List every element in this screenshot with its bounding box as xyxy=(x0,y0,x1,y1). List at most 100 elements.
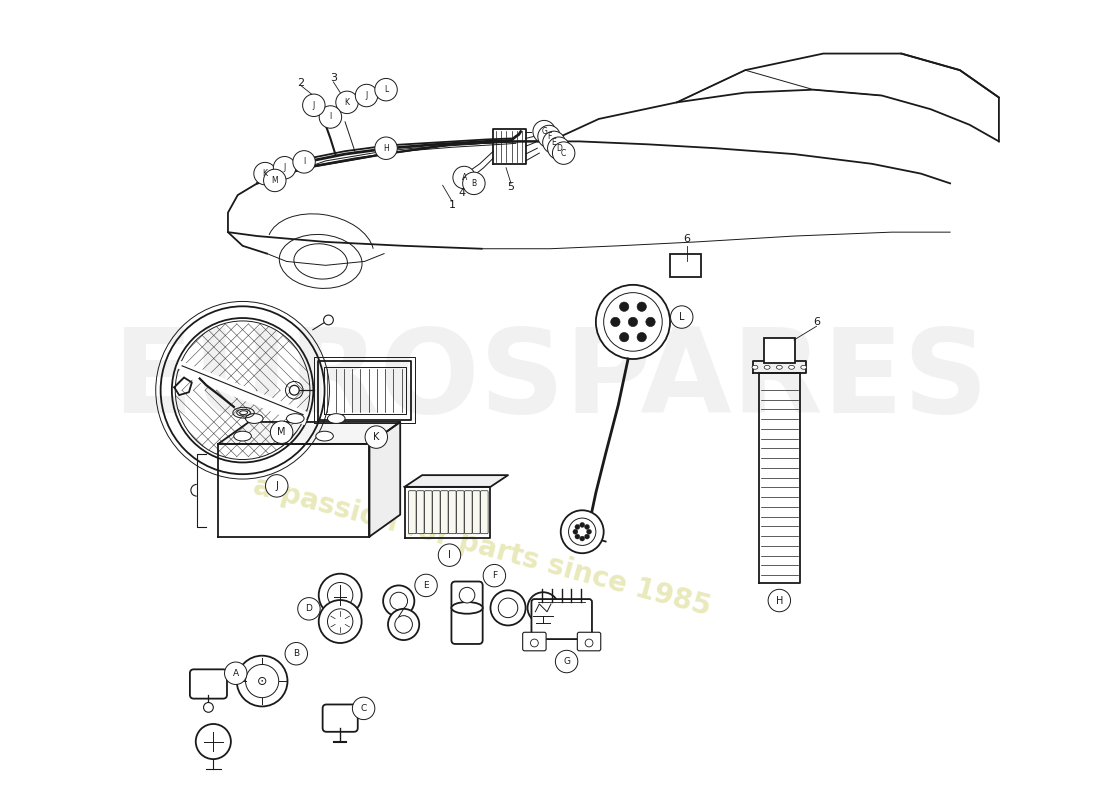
Text: C: C xyxy=(561,149,566,158)
Circle shape xyxy=(224,662,248,685)
FancyBboxPatch shape xyxy=(522,632,546,651)
Circle shape xyxy=(548,137,570,159)
Circle shape xyxy=(552,142,575,164)
Text: K: K xyxy=(344,98,350,107)
Circle shape xyxy=(254,162,276,185)
Text: A: A xyxy=(462,173,466,182)
Text: F: F xyxy=(547,132,551,141)
Text: EUROSPARES: EUROSPARES xyxy=(112,323,988,438)
Polygon shape xyxy=(405,475,508,487)
Circle shape xyxy=(459,587,475,603)
Text: B: B xyxy=(471,179,476,188)
Circle shape xyxy=(264,170,286,192)
Circle shape xyxy=(319,600,362,643)
Circle shape xyxy=(575,525,580,530)
Ellipse shape xyxy=(240,410,248,414)
FancyBboxPatch shape xyxy=(440,490,448,534)
Circle shape xyxy=(319,574,362,617)
Text: G: G xyxy=(563,657,570,666)
Circle shape xyxy=(352,697,375,720)
Circle shape xyxy=(383,586,415,617)
Circle shape xyxy=(453,166,475,189)
Circle shape xyxy=(463,172,485,194)
FancyBboxPatch shape xyxy=(531,599,592,639)
Circle shape xyxy=(538,126,560,148)
Circle shape xyxy=(596,285,670,359)
Text: 6: 6 xyxy=(683,234,690,244)
Text: A: A xyxy=(233,669,239,678)
Text: C: C xyxy=(361,704,366,713)
FancyBboxPatch shape xyxy=(670,254,702,277)
Ellipse shape xyxy=(752,366,758,370)
Circle shape xyxy=(542,131,565,154)
Circle shape xyxy=(204,702,213,712)
FancyBboxPatch shape xyxy=(432,490,440,534)
Text: ⊙: ⊙ xyxy=(257,674,267,687)
Ellipse shape xyxy=(777,366,782,370)
Circle shape xyxy=(483,565,506,587)
Text: 2: 2 xyxy=(298,78,305,88)
Circle shape xyxy=(584,525,590,530)
Ellipse shape xyxy=(234,431,252,441)
FancyBboxPatch shape xyxy=(322,705,358,732)
Circle shape xyxy=(285,642,308,665)
Polygon shape xyxy=(370,422,400,537)
Circle shape xyxy=(671,306,693,328)
Circle shape xyxy=(388,609,419,640)
Text: a passion for parts since 1985: a passion for parts since 1985 xyxy=(250,472,714,621)
Ellipse shape xyxy=(789,366,794,370)
Circle shape xyxy=(610,318,620,326)
Circle shape xyxy=(619,333,629,342)
Circle shape xyxy=(265,474,288,497)
Circle shape xyxy=(586,530,592,534)
FancyBboxPatch shape xyxy=(408,490,416,534)
Text: 4: 4 xyxy=(459,188,465,198)
FancyBboxPatch shape xyxy=(451,582,483,644)
FancyBboxPatch shape xyxy=(449,490,456,534)
Text: D: D xyxy=(306,604,312,614)
Text: H: H xyxy=(383,144,389,153)
FancyBboxPatch shape xyxy=(473,490,480,534)
Text: I: I xyxy=(448,550,451,560)
Circle shape xyxy=(293,150,316,173)
Text: M: M xyxy=(272,176,278,185)
FancyBboxPatch shape xyxy=(481,490,488,534)
Circle shape xyxy=(415,574,438,597)
Text: J: J xyxy=(275,481,278,491)
Text: H: H xyxy=(776,595,783,606)
Text: E: E xyxy=(424,581,429,590)
Circle shape xyxy=(491,590,526,626)
Text: J: J xyxy=(284,163,286,172)
Circle shape xyxy=(375,78,397,101)
Circle shape xyxy=(375,137,397,159)
Text: F: F xyxy=(492,571,497,580)
Text: D: D xyxy=(556,144,562,153)
Circle shape xyxy=(273,157,296,179)
Text: E: E xyxy=(551,138,557,147)
Circle shape xyxy=(585,639,593,647)
Text: 1: 1 xyxy=(449,200,455,210)
Circle shape xyxy=(573,530,578,534)
Circle shape xyxy=(298,598,320,620)
Circle shape xyxy=(323,315,333,325)
Text: 3: 3 xyxy=(330,73,337,83)
FancyBboxPatch shape xyxy=(763,338,795,363)
Ellipse shape xyxy=(286,414,304,423)
Text: G: G xyxy=(541,127,547,136)
Circle shape xyxy=(580,522,584,527)
Text: J: J xyxy=(312,101,315,110)
Circle shape xyxy=(196,724,231,759)
Circle shape xyxy=(271,421,293,443)
Ellipse shape xyxy=(316,431,333,441)
Ellipse shape xyxy=(245,414,263,423)
Ellipse shape xyxy=(451,602,483,614)
Circle shape xyxy=(289,386,299,395)
Circle shape xyxy=(646,318,656,326)
Circle shape xyxy=(336,91,359,114)
FancyBboxPatch shape xyxy=(190,670,227,698)
Circle shape xyxy=(365,426,387,448)
Ellipse shape xyxy=(801,366,806,370)
Text: 5: 5 xyxy=(507,182,515,192)
Text: L: L xyxy=(679,312,684,322)
FancyBboxPatch shape xyxy=(464,490,472,534)
